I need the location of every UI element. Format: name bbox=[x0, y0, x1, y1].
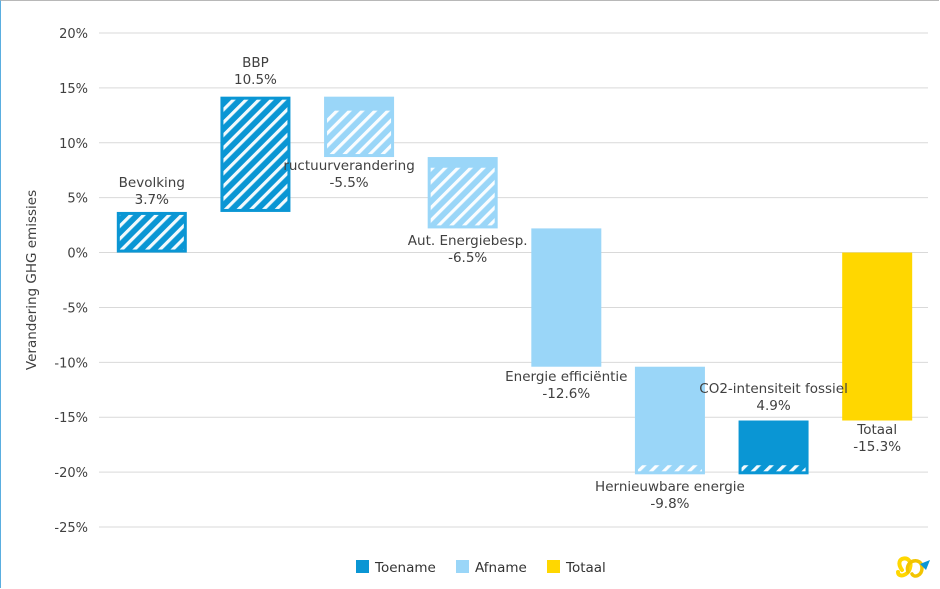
bar-hatch-0 bbox=[119, 214, 184, 250]
legend-swatch-toename bbox=[356, 560, 369, 573]
legend-swatch-totaal bbox=[547, 560, 560, 573]
bar-category-label: Aut. Energiebesp. bbox=[408, 233, 528, 249]
bar-7 bbox=[842, 252, 913, 421]
bar-category-label: ructuurverandering bbox=[283, 158, 414, 174]
bar-hatch-1 bbox=[223, 99, 288, 209]
bar-value-label: 10.5% bbox=[234, 72, 277, 88]
bar-hatch-5 bbox=[637, 465, 702, 472]
y-tick-label: -5% bbox=[63, 301, 88, 316]
bar-value-label: 4.9% bbox=[756, 398, 790, 414]
y-tick-label: 0% bbox=[67, 247, 88, 262]
bar-value-label: -6.5% bbox=[448, 250, 487, 266]
bar-category-label: CO2-intensiteit fossiel bbox=[699, 381, 848, 397]
y-axis-label: Verandering GHG emissies bbox=[24, 190, 40, 370]
bar-category-label: BBP bbox=[242, 55, 269, 71]
bar-hatch-6 bbox=[741, 465, 806, 472]
bar-value-label: -15.3% bbox=[853, 439, 901, 455]
bars bbox=[116, 96, 913, 475]
y-tick-label: -10% bbox=[54, 356, 88, 371]
y-tick-label: 20% bbox=[59, 27, 88, 42]
y-tick-label: -15% bbox=[54, 411, 88, 426]
bar-5 bbox=[634, 366, 705, 475]
bar-category-label: Totaal bbox=[856, 422, 897, 438]
legend-swatch-afname bbox=[456, 560, 469, 573]
bar-value-label: -9.8% bbox=[650, 496, 689, 512]
bar-labels: Bevolking3.7%BBP10.5%ructuurverandering-… bbox=[119, 55, 902, 512]
legend-label: Toename bbox=[374, 560, 436, 576]
brand-logo-icon bbox=[896, 556, 930, 578]
y-axis-ticks: 20% 15% 10% 5% 0% -5% -10% -15% -20% -25% bbox=[54, 27, 88, 536]
y-tick-label: 15% bbox=[59, 82, 88, 97]
legend-label: Afname bbox=[475, 560, 527, 576]
y-tick-label: -25% bbox=[54, 521, 88, 536]
y-tick-label: 10% bbox=[59, 137, 88, 152]
gridlines bbox=[99, 32, 928, 528]
bar-value-label: 3.7% bbox=[135, 192, 169, 208]
legend-label: Totaal bbox=[565, 560, 606, 576]
legend: Toename Afname Totaal bbox=[356, 560, 606, 576]
bar-category-label: Energie efficiëntie bbox=[505, 369, 627, 385]
bar-value-label: -5.5% bbox=[329, 175, 368, 191]
y-tick-label: -20% bbox=[54, 466, 88, 481]
bar-hatch-2 bbox=[327, 110, 392, 155]
bar-hatch-3 bbox=[430, 167, 495, 226]
bar-value-label: -12.6% bbox=[542, 386, 590, 402]
bar-category-label: Bevolking bbox=[119, 175, 185, 191]
bar-category-label: Hernieuwbare energie bbox=[595, 479, 745, 495]
y-tick-label: 5% bbox=[67, 192, 88, 207]
bar-4 bbox=[531, 228, 602, 367]
